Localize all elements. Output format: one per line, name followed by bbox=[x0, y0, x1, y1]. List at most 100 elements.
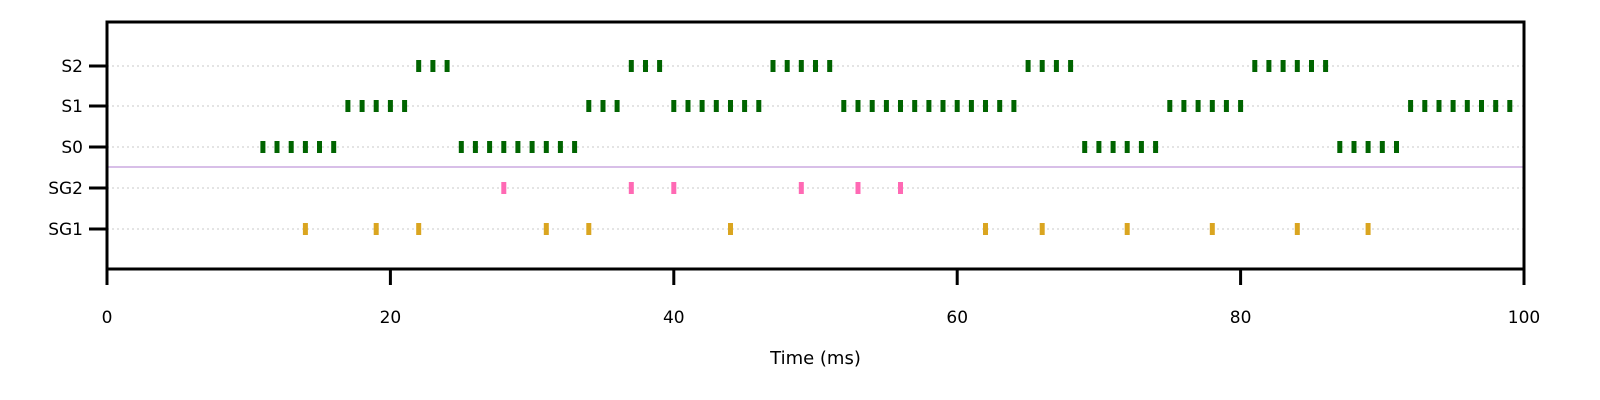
spike-s1-10 bbox=[699, 100, 705, 112]
spike-s1-3 bbox=[387, 100, 393, 112]
spike-sg1-6 bbox=[983, 223, 988, 235]
spike-s2-2 bbox=[444, 60, 450, 72]
spike-s2-4 bbox=[643, 60, 648, 72]
spike-s1-27 bbox=[1011, 100, 1017, 112]
spike-s2-14 bbox=[1068, 60, 1074, 72]
spike-s1-6 bbox=[600, 100, 606, 112]
spike-s2-3 bbox=[628, 60, 634, 72]
spike-s0-7 bbox=[472, 141, 478, 153]
spike-s1-41 bbox=[1507, 100, 1513, 112]
y-tick-label-s0: S0 bbox=[61, 138, 83, 158]
spike-s0-12 bbox=[543, 141, 549, 153]
spike-s1-37 bbox=[1450, 100, 1456, 112]
spike-s2-15 bbox=[1252, 60, 1258, 72]
spike-s1-15 bbox=[841, 100, 847, 112]
spike-s0-15 bbox=[1082, 141, 1088, 153]
spike-sg1-3 bbox=[543, 223, 549, 235]
x-tick-label-20: 20 bbox=[380, 308, 402, 328]
spike-s0-21 bbox=[1337, 141, 1343, 153]
spike-s2-8 bbox=[798, 60, 804, 72]
spike-s0-16 bbox=[1096, 141, 1102, 153]
spike-s0-25 bbox=[1394, 141, 1399, 153]
spike-s2-13 bbox=[1053, 60, 1059, 72]
spike-sg1-7 bbox=[1039, 223, 1045, 235]
x-tick-label-80: 80 bbox=[1230, 308, 1252, 328]
spike-s2-1 bbox=[430, 60, 436, 72]
spike-s1-40 bbox=[1493, 100, 1499, 112]
spike-s0-9 bbox=[501, 141, 507, 153]
spike-sg1-1 bbox=[373, 223, 379, 235]
spike-s0-22 bbox=[1351, 141, 1357, 153]
x-axis-title: Time (ms) bbox=[769, 348, 861, 369]
spike-s1-35 bbox=[1422, 100, 1428, 112]
spike-s2-10 bbox=[827, 60, 833, 72]
spike-s1-32 bbox=[1223, 100, 1229, 112]
spike-sg2-1 bbox=[628, 182, 634, 194]
grid-lines bbox=[107, 65, 1524, 230]
spike-s0-17 bbox=[1110, 141, 1116, 153]
spike-marks bbox=[260, 60, 1513, 235]
spike-sg2-5 bbox=[898, 182, 903, 194]
spike-s2-19 bbox=[1309, 60, 1314, 72]
spike-s1-16 bbox=[855, 100, 861, 112]
spike-s1-33 bbox=[1238, 100, 1244, 112]
spike-sg1-9 bbox=[1209, 223, 1215, 235]
spike-s0-1 bbox=[274, 141, 280, 153]
spike-s1-17 bbox=[869, 100, 875, 112]
spike-s1-22 bbox=[940, 100, 946, 112]
spike-s2-11 bbox=[1025, 60, 1031, 72]
spike-s0-24 bbox=[1379, 141, 1385, 153]
spike-s1-2 bbox=[373, 100, 379, 112]
spike-s1-18 bbox=[883, 100, 889, 112]
spike-s1-8 bbox=[671, 100, 677, 112]
spike-s1-38 bbox=[1464, 100, 1470, 112]
spike-s1-31 bbox=[1209, 100, 1215, 112]
spike-s1-34 bbox=[1408, 100, 1414, 112]
spike-s2-7 bbox=[784, 60, 790, 72]
spike-s2-6 bbox=[770, 60, 776, 72]
spike-s1-9 bbox=[685, 100, 691, 112]
spike-sg2-3 bbox=[798, 182, 804, 194]
spike-s1-36 bbox=[1436, 100, 1442, 112]
spike-s1-5 bbox=[586, 100, 592, 112]
spike-sg1-8 bbox=[1124, 223, 1130, 235]
spike-sg1-4 bbox=[586, 223, 592, 235]
spike-sg1-10 bbox=[1294, 223, 1300, 235]
spike-s1-19 bbox=[898, 100, 903, 112]
spike-sg2-4 bbox=[855, 182, 861, 194]
spike-s2-16 bbox=[1266, 60, 1272, 72]
spike-s1-39 bbox=[1479, 100, 1484, 112]
x-tick-label-0: 0 bbox=[102, 308, 113, 328]
spike-sg1-5 bbox=[728, 223, 733, 235]
spike-s0-23 bbox=[1365, 141, 1371, 153]
spike-s0-20 bbox=[1153, 141, 1159, 153]
y-tick-label-sg1: SG1 bbox=[48, 220, 83, 240]
y-tick-label-s2: S2 bbox=[61, 57, 83, 77]
spike-s1-7 bbox=[614, 100, 620, 112]
x-tick-label-60: 60 bbox=[946, 308, 968, 328]
spike-s1-21 bbox=[926, 100, 932, 112]
spike-s0-14 bbox=[572, 141, 578, 153]
spike-sg2-0 bbox=[501, 182, 507, 194]
spike-s0-18 bbox=[1124, 141, 1130, 153]
spike-s1-29 bbox=[1181, 100, 1187, 112]
spike-s1-26 bbox=[997, 100, 1003, 112]
spike-sg2-2 bbox=[671, 182, 677, 194]
spike-s0-8 bbox=[487, 141, 493, 153]
x-tick-label-100: 100 bbox=[1508, 308, 1540, 328]
spike-sg1-11 bbox=[1365, 223, 1371, 235]
spike-s0-3 bbox=[302, 141, 308, 153]
y-tick-label-s1: S1 bbox=[61, 97, 83, 117]
spike-s0-2 bbox=[288, 141, 294, 153]
spike-s1-28 bbox=[1167, 100, 1173, 112]
spike-s1-30 bbox=[1195, 100, 1201, 112]
spike-s0-19 bbox=[1138, 141, 1144, 153]
spike-s2-5 bbox=[657, 60, 663, 72]
spike-s1-25 bbox=[983, 100, 988, 112]
spike-sg1-2 bbox=[416, 223, 422, 235]
spike-s0-10 bbox=[515, 141, 521, 153]
spike-s2-0 bbox=[416, 60, 422, 72]
spike-s0-13 bbox=[557, 141, 563, 153]
spike-s0-11 bbox=[529, 141, 535, 153]
